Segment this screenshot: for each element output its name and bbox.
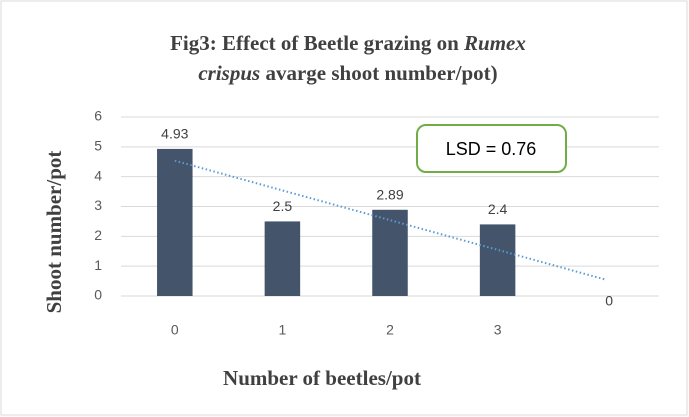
x-tick-label: 0 — [171, 322, 179, 338]
data-label: 0 — [605, 293, 613, 309]
annotation-box — [416, 124, 567, 173]
title-part: avarge shoot number/pot) — [265, 61, 497, 85]
title-part: crispus — [198, 61, 260, 85]
data-label: 2.4 — [488, 201, 508, 217]
bar — [264, 221, 301, 296]
y-tick-label: 0 — [94, 287, 102, 303]
x-tick-label: 1 — [279, 322, 287, 338]
chart-title: Fig3: Effect of Beetle grazing on Rumex — [170, 31, 526, 55]
bar — [372, 209, 408, 296]
y-tick-label: 2 — [94, 227, 102, 243]
x-tick-label: 2 — [386, 322, 394, 338]
y-tick-label: 5 — [94, 138, 102, 154]
y-tick-label: 6 — [94, 108, 102, 124]
title-part: Rumex — [463, 31, 526, 55]
data-label: 2.5 — [273, 198, 293, 214]
y-axis-label: Shoot number/pot — [42, 151, 66, 314]
trendline — [174, 159, 606, 281]
y-tick-label: 1 — [94, 257, 102, 273]
y-tick-label: 3 — [94, 197, 102, 213]
title-part: Fig3: Effect of Beetle grazing on — [170, 31, 459, 55]
chart-title: crispus avarge shoot number/pot) — [198, 61, 497, 85]
x-tick-label: 3 — [494, 322, 502, 338]
data-label: 4.93 — [161, 126, 188, 142]
annotation: LSD = 0.76 — [446, 139, 537, 159]
data-label: 2.89 — [376, 186, 403, 202]
y-tick-label: 4 — [94, 167, 102, 183]
x-axis-label: Number of beetles/pot — [223, 366, 421, 390]
bar — [157, 148, 193, 296]
bar — [479, 224, 516, 296]
